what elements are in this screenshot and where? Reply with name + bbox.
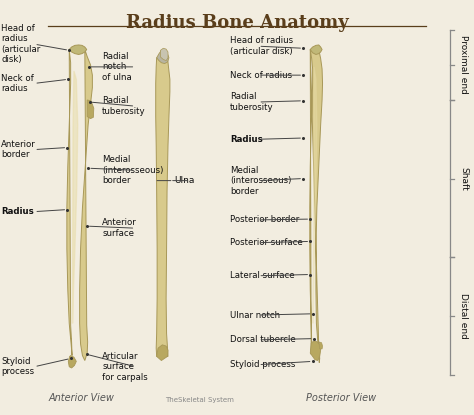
Text: Articular
surface
for carpals: Articular surface for carpals (102, 352, 148, 382)
Polygon shape (156, 345, 168, 361)
Polygon shape (73, 71, 78, 323)
Text: Head of radius
(articular disk): Head of radius (articular disk) (230, 37, 293, 56)
Polygon shape (310, 341, 320, 361)
Polygon shape (156, 58, 170, 356)
Text: Distal end: Distal end (459, 293, 468, 339)
Text: Dorsal tubercle: Dorsal tubercle (230, 335, 296, 344)
Text: TheSkeletal System: TheSkeletal System (165, 397, 234, 403)
Text: Radius Bone Anatomy: Radius Bone Anatomy (126, 14, 348, 32)
Text: Styloid
process: Styloid process (1, 357, 34, 376)
Text: Posterior surface: Posterior surface (230, 238, 303, 247)
Polygon shape (69, 45, 87, 54)
Text: Radius: Radius (1, 207, 34, 216)
Polygon shape (87, 100, 94, 119)
Text: Shaft: Shaft (459, 167, 468, 190)
Text: Medial
(interosseous)
border: Medial (interosseous) border (230, 166, 292, 195)
Text: Radial
tuberosity: Radial tuberosity (230, 92, 273, 112)
Text: Lateral surface: Lateral surface (230, 271, 294, 280)
Text: Posterior View: Posterior View (306, 393, 376, 403)
Polygon shape (160, 48, 168, 61)
Text: Head of
radius
(articular
disk): Head of radius (articular disk) (1, 24, 40, 64)
Text: Radial
tuberosity: Radial tuberosity (102, 96, 146, 116)
Text: Anterior View: Anterior View (48, 393, 114, 403)
Polygon shape (67, 49, 92, 361)
Polygon shape (310, 45, 322, 54)
Text: Ulna: Ulna (174, 176, 195, 185)
Polygon shape (310, 49, 322, 363)
Text: Anterior
surface: Anterior surface (102, 218, 137, 238)
Text: Neck of
radius: Neck of radius (1, 74, 34, 93)
Text: Radial
notch
of ulna: Radial notch of ulna (102, 52, 132, 82)
Text: Ulnar notch: Ulnar notch (230, 310, 280, 320)
Polygon shape (156, 50, 169, 63)
Text: Medial
(interosseous)
border: Medial (interosseous) border (102, 155, 164, 185)
Text: Anterior
border: Anterior border (1, 140, 36, 159)
Polygon shape (319, 342, 322, 349)
Polygon shape (313, 67, 317, 323)
Text: Styloid process: Styloid process (230, 360, 295, 369)
Text: Radius: Radius (230, 135, 263, 144)
Text: Proximal end: Proximal end (459, 35, 468, 94)
Text: Posterior border: Posterior border (230, 215, 299, 225)
Text: Neck of radius: Neck of radius (230, 71, 292, 80)
Polygon shape (68, 356, 76, 368)
